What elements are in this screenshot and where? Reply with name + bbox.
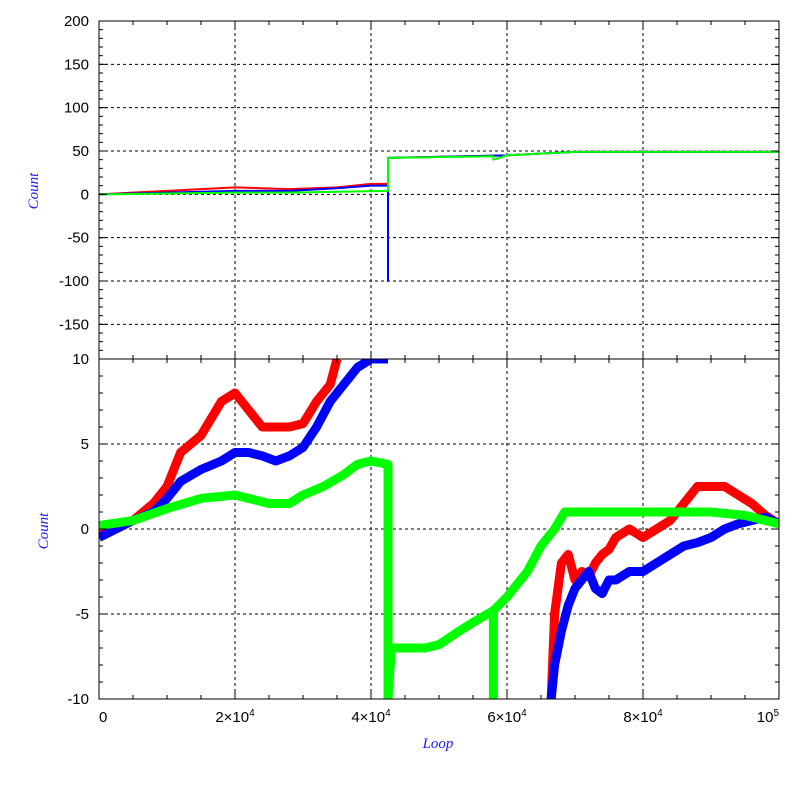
x-axis-title: Loop (422, 736, 454, 752)
xtick-label-0: 0 (99, 709, 107, 726)
xtick-label-1: 2×104 (215, 708, 255, 726)
top-ytick-label-0: 200 (64, 13, 89, 30)
bottom-ytick-label-2: 0 (81, 521, 89, 538)
bottom-series-2-line (99, 456, 779, 699)
top-ytick-label-6: -100 (59, 273, 89, 290)
xtick-label-5: 105 (757, 708, 780, 726)
xtick-label-3: 6×104 (487, 708, 527, 726)
top-ytick-label-2: 100 (64, 100, 89, 117)
bottom-ytick-label-0: 10 (72, 351, 89, 368)
top-ytick-label-5: -50 (67, 230, 89, 247)
xtick-label-2: 4×104 (351, 708, 391, 726)
top-y-axis-title: Count (26, 172, 42, 210)
top-panel: 200 150 100 50 0 -50 -100 -150 (59, 13, 780, 360)
bottom-y-axis-title: Count (36, 512, 52, 550)
xtick-label-4: 8×104 (623, 708, 663, 726)
top-ytick-label-1: 150 (64, 56, 89, 73)
top-ytick-label-7: -150 (59, 316, 89, 333)
bottom-series-1-line (99, 359, 779, 699)
bottom-series-0-line (99, 359, 779, 699)
top-series-2-line (99, 150, 779, 196)
bottom-ytick-label-1: 5 (81, 436, 89, 453)
bottom-ytick-label-3: -5 (76, 606, 89, 623)
top-ytick-label-4: 0 (81, 186, 89, 203)
top-ytick-label-3: 50 (72, 143, 89, 160)
bottom-ytick-label-4: -10 (67, 691, 89, 708)
